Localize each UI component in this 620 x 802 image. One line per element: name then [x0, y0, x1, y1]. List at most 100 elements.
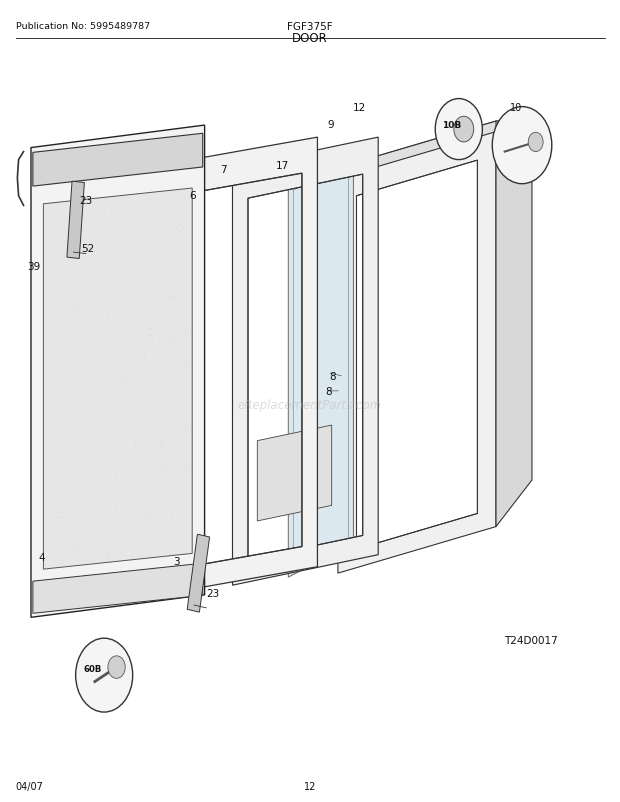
Point [118, 352, 128, 365]
Point [69, 439, 79, 452]
Point [136, 241, 146, 254]
Polygon shape [187, 534, 210, 613]
Point [108, 541, 118, 554]
Point [140, 489, 149, 502]
Point [169, 416, 179, 429]
Point [139, 353, 149, 366]
Point [56, 531, 66, 544]
Point [166, 245, 175, 258]
Point [82, 383, 92, 395]
Point [155, 260, 165, 273]
Point [151, 284, 161, 297]
Point [56, 438, 66, 451]
Point [130, 318, 140, 330]
Point [58, 506, 68, 519]
Point [50, 460, 60, 473]
Point [63, 329, 73, 342]
Point [81, 402, 91, 415]
Point [96, 492, 106, 505]
Point [169, 331, 179, 344]
Point [156, 441, 166, 454]
Point [161, 543, 171, 556]
Point [130, 438, 140, 451]
Point [123, 502, 133, 515]
Point [125, 247, 135, 260]
Point [105, 207, 115, 220]
Circle shape [76, 638, 133, 712]
Point [171, 280, 181, 293]
Point [127, 553, 137, 566]
Point [102, 314, 112, 327]
Point [167, 379, 177, 391]
Point [95, 303, 105, 316]
Point [172, 223, 182, 236]
Point [69, 275, 79, 288]
Point [124, 461, 134, 474]
Point [119, 395, 129, 407]
Point [74, 553, 84, 565]
Point [89, 517, 99, 530]
Point [142, 515, 152, 528]
Point [66, 269, 76, 282]
Point [51, 330, 61, 342]
Point [55, 253, 65, 265]
Point [86, 351, 95, 364]
Point [67, 444, 77, 457]
Point [117, 525, 127, 538]
Point [172, 530, 182, 543]
Point [45, 486, 55, 499]
PathPatch shape [169, 138, 317, 593]
Point [131, 322, 141, 335]
Point [109, 441, 119, 454]
Point [57, 409, 67, 422]
PathPatch shape [232, 138, 378, 585]
Text: 4: 4 [39, 553, 45, 562]
Point [144, 512, 154, 525]
Point [75, 412, 85, 425]
Point [136, 297, 146, 310]
Point [105, 383, 115, 396]
Text: 23: 23 [206, 589, 219, 598]
Point [142, 251, 152, 264]
Point [69, 486, 79, 499]
Point [81, 287, 91, 300]
Point [104, 251, 113, 264]
Point [181, 362, 191, 375]
Point [61, 495, 71, 508]
Point [115, 221, 125, 234]
Point [162, 312, 172, 325]
Text: 23: 23 [79, 196, 92, 205]
Point [115, 398, 125, 411]
Point [167, 506, 177, 519]
Point [154, 427, 164, 439]
Point [143, 512, 153, 525]
Point [179, 222, 188, 235]
Text: FGF375F: FGF375F [287, 22, 333, 32]
Point [148, 447, 158, 460]
Point [106, 369, 116, 382]
Point [128, 387, 138, 399]
Point [157, 490, 167, 503]
Point [102, 352, 112, 365]
Text: 17: 17 [276, 161, 290, 171]
Point [170, 239, 180, 252]
Point [51, 409, 61, 422]
Point [83, 262, 93, 275]
Point [162, 372, 172, 385]
Point [124, 225, 134, 238]
Point [101, 553, 111, 566]
Point [89, 490, 99, 503]
Point [166, 446, 176, 459]
Point [60, 453, 69, 466]
Point [63, 444, 73, 456]
Point [105, 268, 115, 281]
Point [75, 472, 85, 484]
Point [167, 258, 177, 271]
Point [140, 417, 149, 430]
Point [60, 364, 70, 377]
Point [84, 399, 94, 411]
Point [84, 452, 94, 465]
Point [87, 403, 97, 415]
Point [153, 229, 163, 241]
Point [135, 520, 145, 533]
